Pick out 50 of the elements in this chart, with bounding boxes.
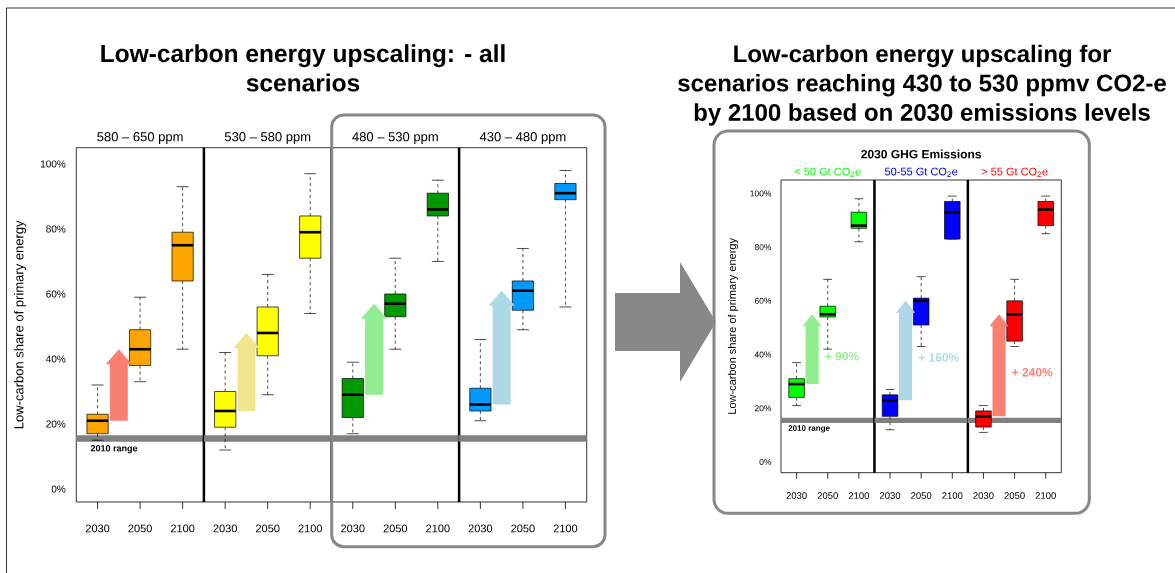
x-tick-label: 2100 xyxy=(170,524,195,533)
x-tick-label: 2030 xyxy=(213,524,237,533)
annotation: + 240% xyxy=(1012,368,1053,377)
y-tick-label: 20% xyxy=(754,405,772,412)
chart-subtitle: 430 – 480 ppm xyxy=(479,132,566,144)
chart-subtitle: 530 – 580 ppm xyxy=(224,132,311,144)
x-tick-label: 2030 xyxy=(341,524,365,533)
x-tick-label: 2050 xyxy=(128,524,152,533)
x-tick-label: 2030 xyxy=(879,492,901,499)
x-tick-label: 2100 xyxy=(942,492,963,499)
x-tick-label: 2050 xyxy=(383,524,408,533)
text: Low-carbon energy upscaling: - all scenarios xyxy=(101,44,505,92)
y-axis-title: Low-carbon share of primary energy xyxy=(727,238,739,414)
x-tick-label: 2030 xyxy=(468,524,493,533)
x-tick-label: 2030 xyxy=(85,524,110,533)
y-tick-label: 0% xyxy=(51,485,66,493)
x-tick-label: 2030 xyxy=(973,492,994,499)
y-tick-label: 20% xyxy=(46,420,66,428)
y-tick-label: 40% xyxy=(45,355,66,363)
y-tick-label: 80% xyxy=(46,225,66,233)
annotation: + 160% xyxy=(918,353,959,362)
x-tick-label: 2100 xyxy=(1035,492,1056,499)
band-label: 2010 range xyxy=(90,445,138,454)
y-tick-label: 0% xyxy=(759,458,772,465)
y-axis-title: Low-carbon share of primary energy xyxy=(13,220,27,429)
y-tick-label: 40% xyxy=(754,351,772,358)
x-tick-label: 2100 xyxy=(298,524,323,533)
x-tick-label: 2050 xyxy=(256,524,280,533)
x-tick-label: 2050 xyxy=(1004,492,1025,499)
x-tick-label: 2100 xyxy=(426,524,450,533)
text: < 50 Gt CO$_{2}$e xyxy=(794,167,861,177)
text: 50-55 Gt CO$_{2}$e xyxy=(884,167,958,177)
x-tick-label: 2030 xyxy=(786,492,807,499)
y-tick-label: 100% xyxy=(40,160,66,168)
x-tick-label: 2100 xyxy=(848,492,870,499)
y-tick-label: 60% xyxy=(754,297,772,304)
text: > 55 Gt CO$_{2}$e xyxy=(981,167,1048,177)
chart-title: Low-carbon energy upscaling for scenarios reaching 430 to 530 ppmv CO2-e by 2100 based on 2030 emissions levels xyxy=(678,44,1166,126)
x-tick-label: 2050 xyxy=(817,492,838,499)
x-tick-label: 2100 xyxy=(553,524,578,533)
band-label: 2010 range xyxy=(788,425,830,433)
chart-subtitle: 2030 GHG Emissions xyxy=(861,149,982,159)
y-tick-label: 60% xyxy=(46,290,66,298)
chart-subtitle: 480 – 530 ppm xyxy=(352,132,438,144)
x-tick-label: 2050 xyxy=(511,524,535,533)
chart-subtitle: 580 – 650 ppm xyxy=(97,132,183,144)
y-tick-label: 80% xyxy=(754,244,772,251)
annotation: + 90% xyxy=(825,351,859,361)
y-tick-label: 100% xyxy=(750,190,772,197)
x-tick-label: 2050 xyxy=(911,492,932,499)
